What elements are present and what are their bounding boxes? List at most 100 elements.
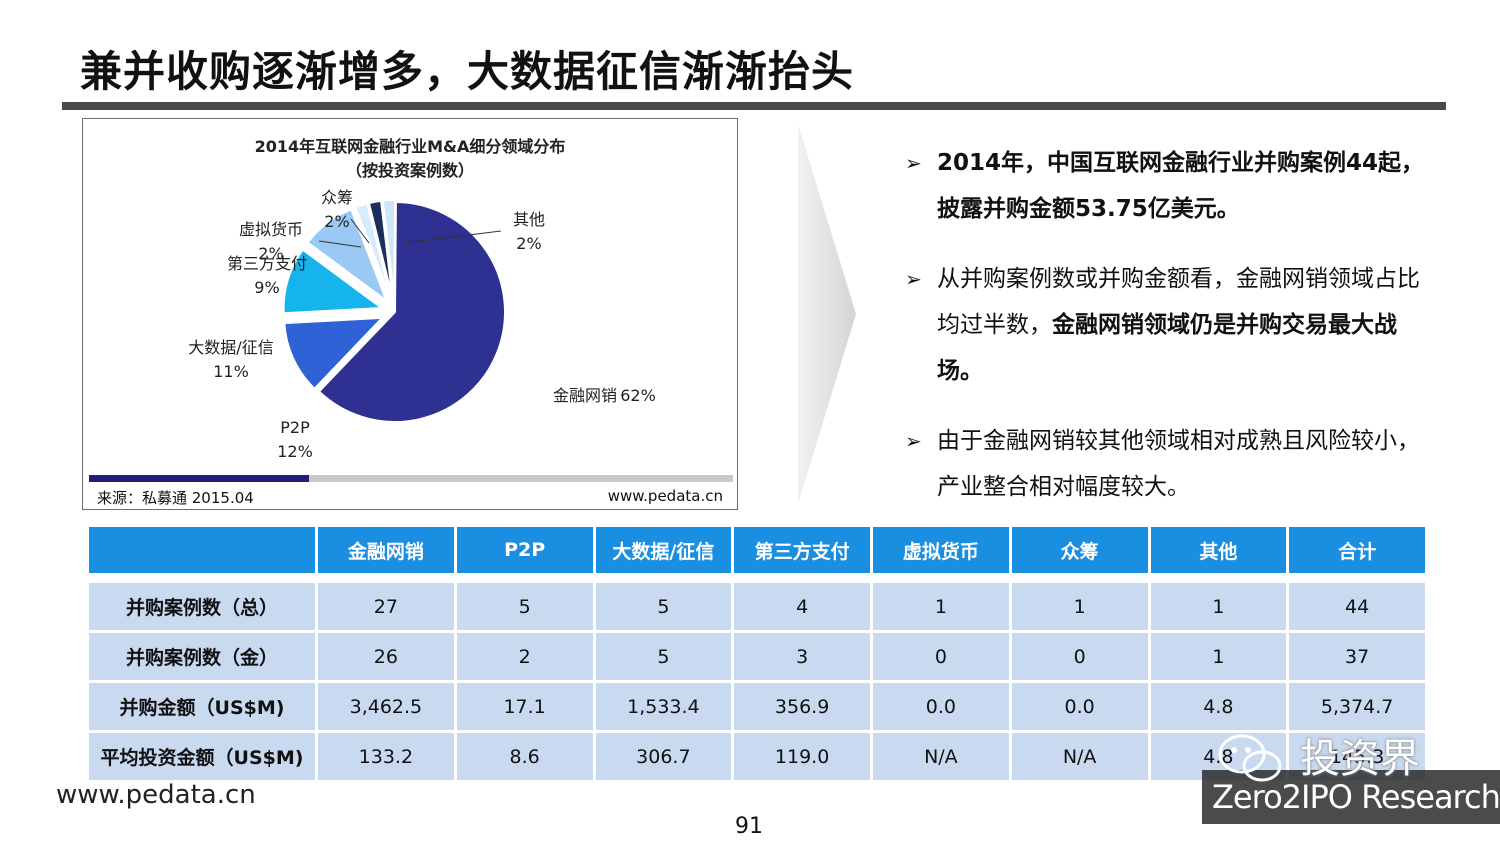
table-corner-cell <box>89 527 315 573</box>
table-cell: 1 <box>873 583 1009 630</box>
table-cell: 27 <box>318 583 454 630</box>
table-cell: 4 <box>734 583 870 630</box>
table-cell: 44 <box>1289 583 1425 630</box>
table-header-cell: 其他 <box>1150 527 1287 573</box>
pie-slice-value: 2% <box>258 244 283 263</box>
page-title: 兼并收购逐渐增多，大数据征信渐渐抬头 <box>80 47 855 96</box>
table-cell: 1 <box>1011 583 1148 630</box>
page-number: 91 <box>735 814 763 839</box>
pie-slice <box>282 248 385 315</box>
table-header-cell: 第三方支付 <box>734 527 870 573</box>
chart-source: 来源：私募通 2015.04 <box>97 489 254 507</box>
pie-slice-label: 大数据/征信 <box>188 338 273 357</box>
table-cell: 2 <box>456 633 593 680</box>
table-cell: 119.0 <box>734 733 870 780</box>
bullet-text: 从并购案例数或并购金额看，金融网销领域占比均过半数， <box>937 266 1420 338</box>
source-bar-light <box>309 475 733 482</box>
table-cell: 3 <box>734 633 870 680</box>
leader-line <box>402 230 502 244</box>
pie-slice-label: 其他 <box>513 210 545 229</box>
pie-slice-label: 众筹 <box>321 188 353 207</box>
table-cell: 3,462.5 <box>318 683 454 730</box>
bullet-item: ➢ 从并购案例数或并购金额看，金融网销领域占比均过半数，金融网销领域仍是并购交易… <box>905 256 1425 394</box>
leader-line <box>318 240 362 248</box>
leader-line <box>350 218 370 244</box>
table-cell: 5 <box>595 633 732 680</box>
watermark-cn-text: 投资界 <box>1300 736 1420 782</box>
arrow-bullet-icon: ➢ <box>905 151 922 175</box>
pie-slice-value: 12% <box>277 442 313 461</box>
bullet-text: 由于金融网销较其他领域相对成熟且风险较小，产业整合相对幅度较大。 <box>937 428 1420 500</box>
chart-source-url: www.pedata.cn <box>607 487 723 505</box>
table-cell: 5 <box>456 583 593 630</box>
table-cell: 1 <box>1150 633 1287 680</box>
table-cell: 5,374.7 <box>1289 683 1425 730</box>
pie-slice-value: 11% <box>213 362 249 381</box>
bullet-item: ➢ 由于金融网销较其他领域相对成熟且风险较小，产业整合相对幅度较大。 <box>905 418 1425 510</box>
pie-slice-label: 第三方支付 <box>227 254 307 273</box>
source-bar-dark <box>89 475 309 482</box>
table-row: 并购案例数（金） 26 2 5 3 0 0 1 37 <box>89 633 1425 680</box>
pie-chart-panel: 2014年互联网金融行业M&A细分领域分布 （按投资案例数） 金融网销 62% P2… <box>82 118 738 510</box>
table-cell: 0.0 <box>1011 683 1148 730</box>
pie-slice-label: 虚拟货币 <box>239 220 303 239</box>
pie-slice <box>283 316 385 391</box>
table-header-cell: 合计 <box>1289 527 1425 573</box>
table-row: 平均投资金额（US$M) 133.2 8.6 306.7 119.0 N/A N… <box>89 733 1425 780</box>
pie-slice-label: 金融网销 <box>553 386 617 405</box>
table-cell: 26 <box>318 633 454 680</box>
title-underline <box>62 102 1446 110</box>
footer-url: www.pedata.cn <box>56 780 256 810</box>
pie-slice-value: 2% <box>516 234 541 253</box>
pie-slice <box>306 208 389 304</box>
table-cell: 0 <box>1011 633 1148 680</box>
chart-subtitle: （按投资案例数） <box>345 161 474 180</box>
table-cell: 356.9 <box>734 683 870 730</box>
table-cell: 4.8 <box>1150 683 1287 730</box>
pie-slice <box>354 202 392 300</box>
pie-slice <box>367 199 394 299</box>
table-header-row: 金融网销 P2P 大数据/征信 第三方支付 虚拟货币 众筹 其他 合计 <box>89 527 1425 573</box>
pie-slice-value: 62% <box>620 386 656 405</box>
table-cell: 1,533.4 <box>595 683 732 730</box>
pie-chart: 金融网销 62% P2P 12% 大数据/征信 11% 第三方支付 9% 虚拟货币 2% 众筹 2% 其… <box>188 188 656 461</box>
table-row: 并购金额（US$M) 3,462.5 17.1 1,533.4 356.9 0.… <box>89 683 1425 730</box>
chevron-right-icon <box>798 124 856 504</box>
bullet-bold-text: 金融网销领域仍是并购交易最大战场。 <box>937 312 1397 384</box>
pie-slice-value: 9% <box>254 278 279 297</box>
table-row-label: 并购金额（US$M) <box>89 683 315 730</box>
table-cell: N/A <box>1011 733 1148 780</box>
table-cell: 1 <box>1150 583 1287 630</box>
table-cell: 8.6 <box>456 733 593 780</box>
table-header-cell: P2P <box>456 527 593 573</box>
pie-slice-value: 2% <box>324 212 349 231</box>
bullet-list: ➢ 2014年，中国互联网金融行业并购案例44起，披露并购金额53.75亿美元。… <box>905 140 1425 534</box>
table-row-label: 平均投资金额（US$M) <box>89 733 315 780</box>
table-row-label: 并购案例数（总） <box>89 583 315 630</box>
table-cell: 0.0 <box>873 683 1009 730</box>
table-cell: N/A <box>873 733 1009 780</box>
arrow-bullet-icon: ➢ <box>905 429 922 453</box>
table-cell: 37 <box>1289 633 1425 680</box>
chart-title: 2014年互联网金融行业M&A细分领域分布 <box>254 137 566 156</box>
table-cell: 0 <box>873 633 1009 680</box>
bullet-item: ➢ 2014年，中国互联网金融行业并购案例44起，披露并购金额53.75亿美元。 <box>905 140 1425 232</box>
table-header-cell: 虚拟货币 <box>873 527 1009 573</box>
watermark-en-text: Zero2IPO Research <box>1212 778 1500 816</box>
ma-data-table: 金融网销 P2P 大数据/征信 第三方支付 虚拟货币 众筹 其他 合计 并购案例… <box>86 524 1428 783</box>
table-header-cell: 大数据/征信 <box>595 527 732 573</box>
table-cell: 306.7 <box>595 733 732 780</box>
pie-slice-label: P2P <box>280 418 310 437</box>
table-cell: 17.1 <box>456 683 593 730</box>
pie-slice <box>317 200 506 423</box>
wechat-icon <box>1218 734 1282 782</box>
arrow-bullet-icon: ➢ <box>905 267 922 291</box>
table-header-cell: 金融网销 <box>318 527 454 573</box>
bullet-bold-text: 2014年，中国互联网金融行业并购案例44起，披露并购金额53.75亿美元。 <box>937 150 1425 222</box>
pie-slice <box>381 199 397 299</box>
table-header-cell: 众筹 <box>1011 527 1148 573</box>
table-cell: 133.2 <box>318 733 454 780</box>
table-cell: 5 <box>595 583 732 630</box>
table-row: 并购案例数（总） 27 5 5 4 1 1 1 44 <box>89 583 1425 630</box>
table-row-label: 并购案例数（金） <box>89 633 315 680</box>
